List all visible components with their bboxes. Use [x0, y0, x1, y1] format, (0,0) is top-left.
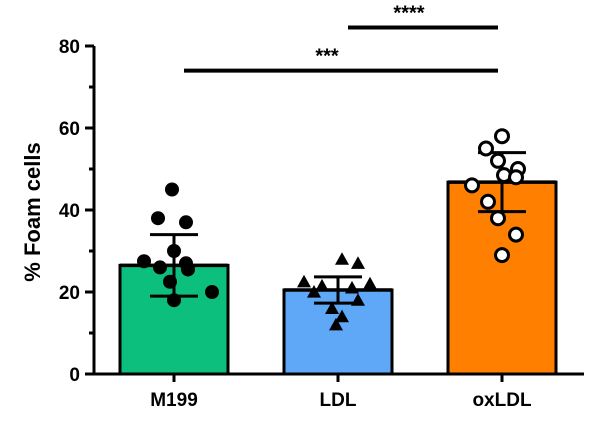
data-point	[345, 280, 359, 294]
y-axis-title: % Foam cells	[20, 142, 45, 281]
y-tick-label: 0	[69, 365, 80, 386]
data-point	[137, 254, 151, 269]
significance-brackets: *******	[184, 3, 498, 73]
data-point	[508, 226, 524, 243]
data-point	[167, 293, 181, 308]
data-point	[494, 247, 510, 264]
data-point	[179, 215, 193, 230]
data-point	[325, 301, 339, 314]
y-tick-label: 20	[59, 283, 80, 304]
data-points	[137, 128, 526, 331]
significance-label: ***	[315, 46, 339, 68]
data-point	[205, 285, 219, 299]
data-point	[163, 274, 177, 289]
data-point	[351, 256, 365, 269]
data-point	[307, 285, 321, 298]
data-point	[490, 152, 506, 169]
x-tick-label: M199	[150, 390, 198, 411]
data-point	[315, 278, 329, 292]
data-point	[490, 210, 506, 227]
y-tick-label: 40	[59, 201, 80, 222]
data-point	[329, 317, 343, 331]
data-point	[464, 177, 480, 194]
data-point	[151, 211, 165, 226]
y-tick-label: 80	[59, 37, 80, 58]
data-point	[153, 260, 167, 275]
x-tick-label: oxLDL	[472, 390, 532, 411]
data-point	[508, 169, 524, 186]
bars	[118, 180, 558, 376]
data-point	[478, 140, 494, 157]
data-point	[181, 262, 195, 277]
data-point	[363, 276, 377, 290]
significance-label: ****	[393, 3, 424, 25]
data-point	[335, 252, 349, 265]
data-point	[494, 128, 510, 145]
bar-oxldl	[446, 180, 558, 376]
data-point	[351, 293, 365, 306]
data-point	[167, 244, 181, 258]
x-tick-label: LDL	[320, 390, 357, 411]
data-point	[297, 274, 311, 288]
data-point	[335, 309, 349, 323]
data-point	[165, 182, 179, 197]
data-point	[480, 193, 496, 210]
y-tick-label: 60	[59, 119, 80, 140]
